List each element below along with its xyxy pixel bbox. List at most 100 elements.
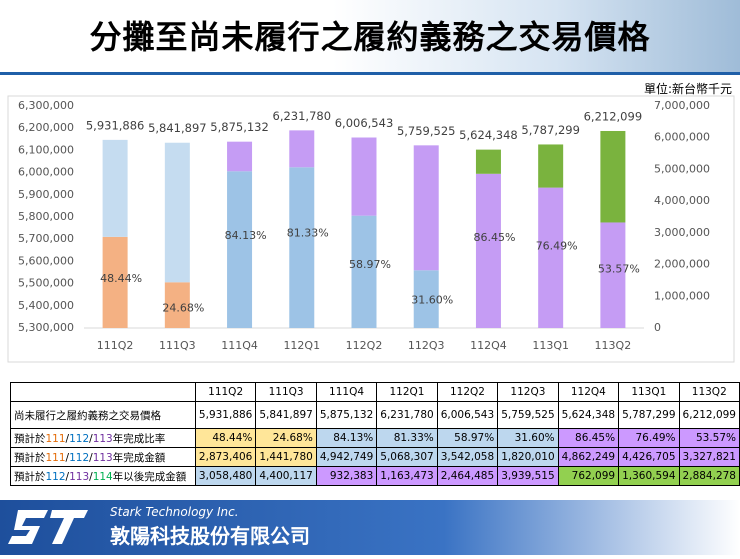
- y-tick-label: 6,000,000: [18, 166, 74, 179]
- total-label: 6,231,780: [273, 109, 332, 123]
- percent-label: 24.68%: [162, 301, 204, 314]
- row-label-part: 112: [69, 451, 90, 464]
- bar-segment: [475, 173, 501, 328]
- table-cell: 932,383: [315, 466, 378, 486]
- table-cell: 5,841,897: [255, 401, 317, 429]
- title-banner: [0, 0, 740, 75]
- table-cell: 58.97%: [436, 428, 499, 448]
- total-label: 5,787,299: [521, 123, 580, 137]
- header-cell: 113Q2: [678, 382, 740, 402]
- table-cell: 1,441,780: [255, 447, 317, 467]
- table-cell: 81.33%: [376, 428, 438, 448]
- table-row: 預計於111/112/113年完成金額 2,873,406 1,441,780 4,9…: [10, 447, 740, 467]
- total-label: 5,759,525: [397, 124, 456, 138]
- y2-tick-label: 3,000,000: [654, 226, 710, 239]
- x-tick-label: 111Q3: [159, 339, 196, 352]
- row-label-part: 111: [45, 432, 66, 445]
- row-label-part: 112: [45, 470, 66, 483]
- row-label-part: 預計於: [14, 432, 46, 445]
- table-cell: 6,212,099: [678, 401, 740, 429]
- logo-shape: [8, 510, 48, 544]
- x-tick-label: 112Q1: [283, 339, 320, 352]
- row-label-part: 年完成比率: [112, 432, 166, 445]
- bar-segment: [600, 222, 626, 328]
- table-cell: 3,939,515: [497, 466, 559, 486]
- row-label-part: 年以後完成金額: [112, 470, 187, 483]
- y2-tick-label: 4,000,000: [654, 194, 710, 207]
- row-label: 預計於111/112/113年完成金額: [10, 447, 196, 467]
- percent-label: 81.33%: [287, 227, 329, 240]
- slide-title: 分攤至尚未履行之履約義務之交易價格: [89, 18, 651, 56]
- table-cell: 53.57%: [678, 428, 740, 448]
- row-label-part: /: [89, 470, 93, 483]
- y2-tick-label: 6,000,000: [654, 131, 710, 144]
- table-cell: 5,931,886: [194, 401, 257, 429]
- y2-tick-label: 1,000,000: [654, 289, 710, 302]
- y-tick-label: 5,900,000: [18, 188, 74, 201]
- y-tick-label: 5,400,000: [18, 299, 74, 312]
- y-tick-label: 6,100,000: [18, 143, 74, 156]
- row-label-part: /: [65, 470, 70, 483]
- percent-label: 53.57%: [598, 262, 640, 275]
- footer-band: [0, 500, 740, 555]
- row-label: 預計於112/113/114年以後完成金額: [10, 466, 196, 486]
- bar-segment: [102, 139, 128, 237]
- bar-segment: [413, 270, 439, 328]
- row-label-part: 113: [92, 432, 113, 445]
- table-cell: 2,873,406: [194, 447, 257, 467]
- y2-tick-label: 2,000,000: [654, 258, 710, 271]
- header-cell: 112Q2: [436, 382, 499, 402]
- company-english: Stark Technology Inc.: [110, 505, 239, 519]
- row-label-part: /: [89, 432, 93, 445]
- y2-tick-label: 7,000,000: [654, 99, 710, 112]
- table-cell: 4,942,749: [315, 447, 378, 467]
- data-table: 111Q2 111Q3 111Q4 112Q1 112Q2 112Q3 112Q4 113Q1…: [10, 382, 740, 486]
- table-cell: 3,327,821: [678, 447, 740, 467]
- y-tick-label: 5,500,000: [18, 277, 74, 290]
- row-label-part: /: [89, 451, 93, 464]
- bar-segment: [102, 236, 128, 328]
- percent-label: 86.45%: [473, 231, 515, 244]
- table-header-row: 111Q2 111Q3 111Q4 112Q1 112Q2 112Q3 112Q4 113Q1…: [10, 382, 740, 402]
- y-tick-label: 5,700,000: [18, 232, 74, 245]
- table-cell: 5,624,348: [557, 401, 620, 429]
- header-cell: 111Q3: [255, 382, 317, 402]
- logo: [8, 510, 88, 544]
- bar-segment: [227, 171, 253, 328]
- row-label-part: /: [65, 432, 70, 445]
- header-cell: 112Q4: [557, 382, 620, 402]
- table-cell: 762,099: [557, 466, 620, 486]
- header-cell: 113Q1: [618, 382, 680, 402]
- row-label-part: /: [65, 451, 70, 464]
- table-row: 尚未履行之履約義務之交易價格 5,931,886 5,841,897 5,875,13…: [10, 401, 740, 429]
- bar-segment: [351, 137, 377, 216]
- table-cell: 5,787,299: [618, 401, 680, 429]
- bar-segment: [538, 144, 564, 188]
- total-label: 6,212,099: [584, 109, 643, 123]
- row-label-part: 預計於: [14, 470, 46, 483]
- x-tick-label: 112Q3: [408, 339, 445, 352]
- table-cell: 6,231,780: [376, 401, 438, 429]
- company-chinese: 敦陽科技股份有限公司: [110, 524, 310, 548]
- header-cell: 112Q3: [497, 382, 559, 402]
- table-cell: 24.68%: [255, 428, 317, 448]
- row-label-part: 112: [69, 432, 90, 445]
- row-label: 尚未履行之履約義務之交易價格: [10, 401, 196, 429]
- x-tick-label: 112Q4: [470, 339, 507, 352]
- y-tick-label: 5,800,000: [18, 210, 74, 223]
- header-corner: [10, 382, 196, 402]
- row-label-part: 尚未履行之履約義務之交易價格: [14, 409, 161, 422]
- table-cell: 76.49%: [618, 428, 680, 448]
- row-label: 預計於111/112/113年完成比率: [10, 428, 196, 448]
- total-label: 5,841,897: [148, 121, 207, 135]
- unit-note: 單位:新台幣千元: [643, 82, 732, 96]
- bar-segment: [351, 215, 377, 328]
- x-tick-label: 112Q2: [346, 339, 383, 352]
- y-tick-label: 6,300,000: [18, 99, 74, 112]
- row-label-part: 預計於: [14, 451, 46, 464]
- table-cell: 84.13%: [315, 428, 378, 448]
- total-label: 5,931,886: [86, 118, 145, 132]
- x-tick-label: 111Q2: [97, 339, 134, 352]
- row-label-part: 114: [92, 470, 113, 483]
